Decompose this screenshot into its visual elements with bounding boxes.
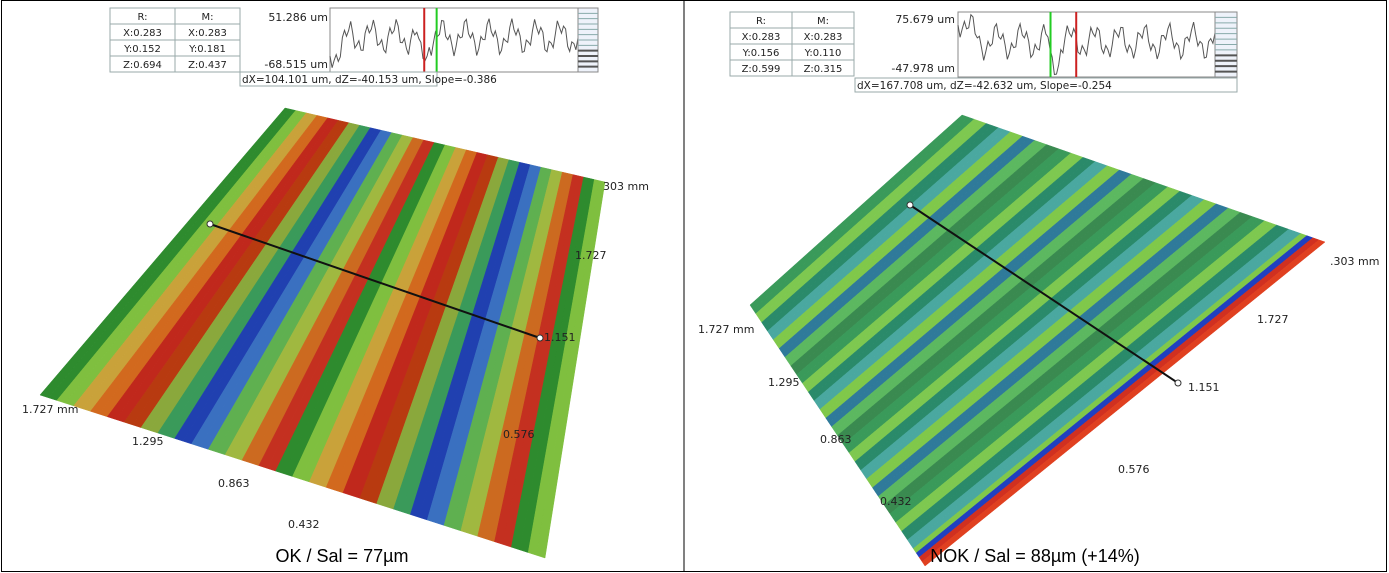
axis-label: 1.295 [132,435,164,448]
table-header: R: [137,12,147,23]
axis-label: 0.576 [1118,463,1150,476]
info-table: R: M: X:0.283 X:0.283 Y:0.156 Y:0.110 Z:0.599 Z… [730,12,854,76]
axis-label: 1.727 [1257,313,1289,326]
info-table: R: M: X:0.283 X:0.283 Y:0.152 Y:0.181 Z:0.694 Z… [110,8,240,72]
z-max: 75.679 um [895,13,955,26]
measure-end [1175,380,1181,386]
table-header: R: [756,16,766,27]
profile-box [330,8,578,72]
axis-label: 1.151 [544,331,576,344]
summary: dX=167.708 um, dZ=-42.632 um, Slope=-0.2… [857,80,1112,92]
axis-label: 303 mm [603,180,649,193]
axis-label: 1.295 [768,376,800,389]
table-value: Y:0.152 [123,44,161,55]
axis-label: 0.863 [218,477,250,490]
caption: OK / Sal = 77µm [276,546,409,566]
table-value: X:0.283 [188,28,227,39]
axis-label: 0.863 [820,433,852,446]
table-value: X:0.283 [742,32,781,43]
table-value: Y:0.156 [742,48,780,59]
table-value: X:0.283 [804,32,843,43]
table-value: Y:0.110 [804,48,842,59]
measure-end [907,202,913,208]
axis-label: 0.432 [880,495,912,508]
axis-label: 0.576 [503,428,535,441]
table-value: X:0.283 [123,28,162,39]
table-header: M: [817,16,829,27]
z-max: 51.286 um [268,11,328,24]
z-min: -68.515 um [264,58,328,71]
z-min: -47.978 um [891,62,955,75]
measure-end [207,221,213,227]
axis-label: 1.727 [575,249,607,262]
measure-end [537,335,543,341]
table-value: Z:0.315 [804,64,843,75]
axis-label: 1.727 mm [22,403,78,416]
table-value: Z:0.599 [742,64,781,75]
axis-label: 1.727 mm [698,323,754,336]
table-value: Y:0.181 [188,44,226,55]
page: R: M: X:0.283 X:0.283 Y:0.152 Y:0.181 Z:0.694 Z… [0,0,1389,573]
table-value: Z:0.437 [188,60,227,71]
summary: dX=104.101 um, dZ=-40.153 um, Slope=-0.3… [242,74,497,86]
caption: NOK / Sal = 88µm (+14%) [930,546,1139,566]
axis-label: .303 mm [1330,255,1379,268]
table-header: M: [202,12,214,23]
axis-label: 0.432 [288,518,320,531]
profile-box [958,12,1215,77]
axis-label: 1.151 [1188,381,1220,394]
table-value: Z:0.694 [123,60,162,71]
